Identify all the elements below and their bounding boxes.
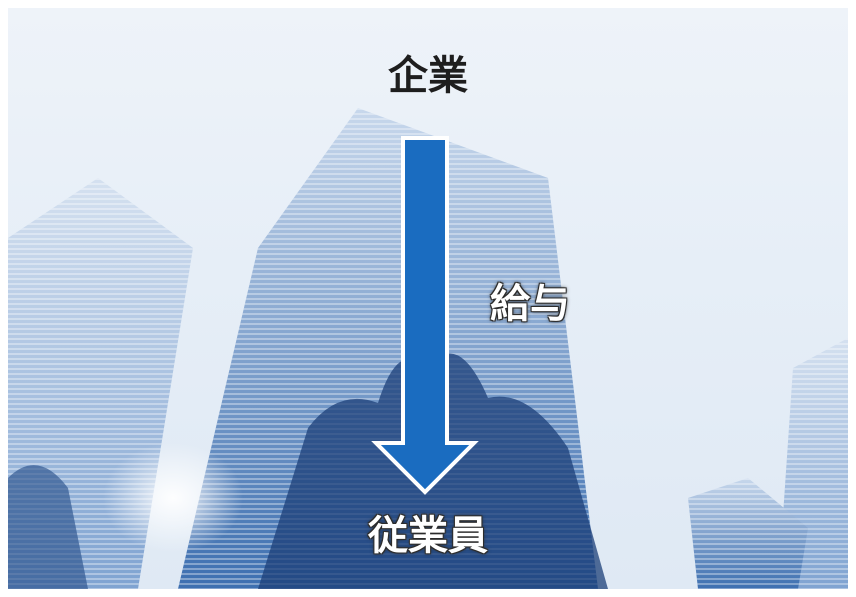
source-label: 企業 bbox=[388, 53, 468, 99]
flow-label: 給与 bbox=[490, 281, 570, 327]
target-label: 従業員 bbox=[368, 513, 488, 559]
